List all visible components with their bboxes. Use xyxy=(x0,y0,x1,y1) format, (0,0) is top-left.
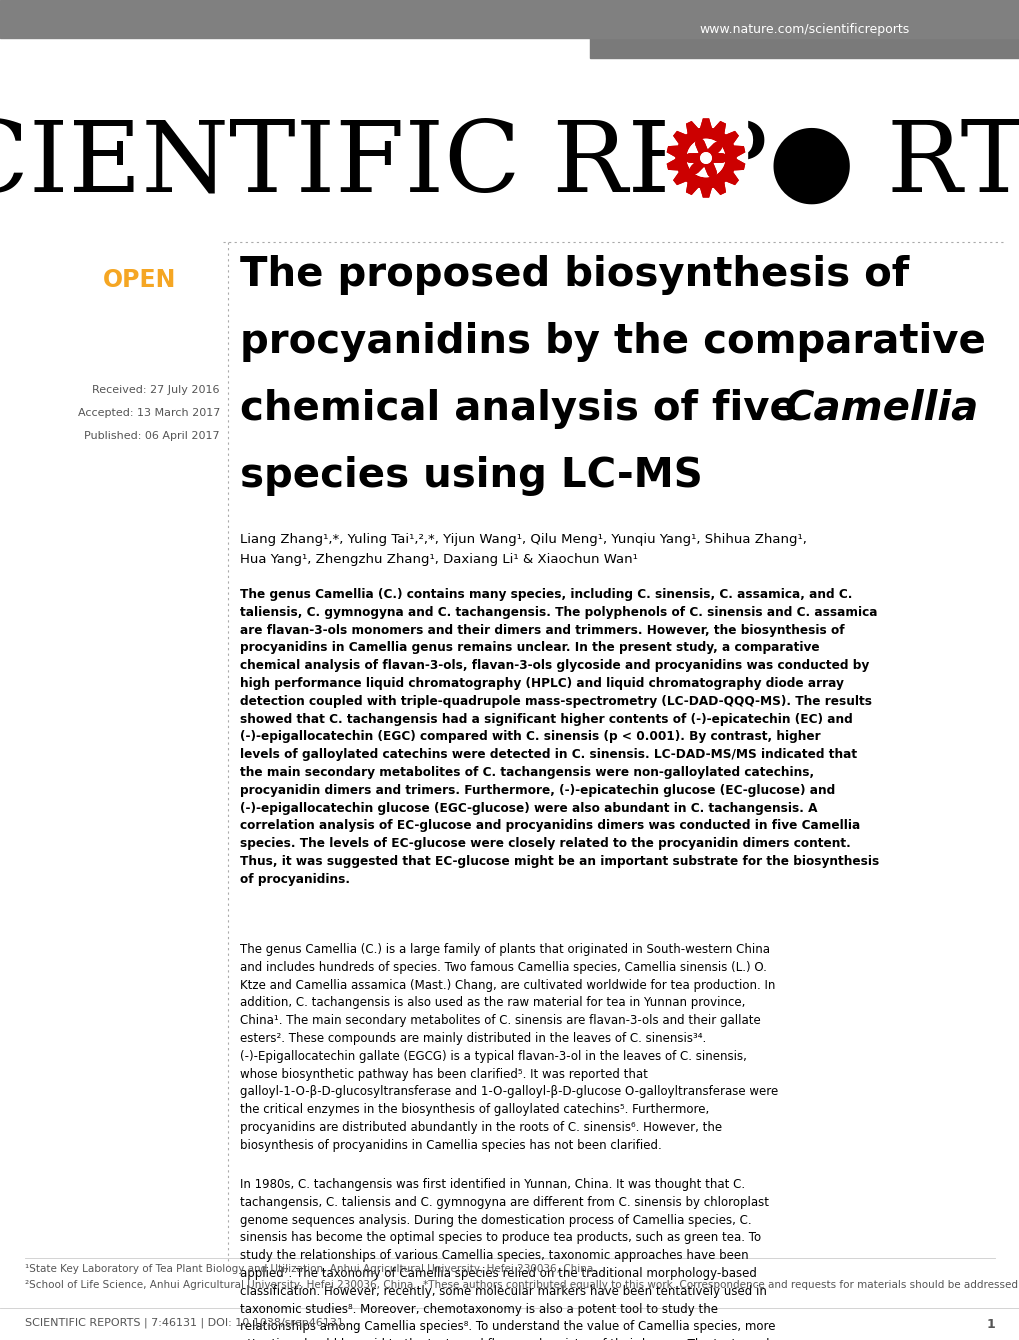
Circle shape xyxy=(700,153,710,163)
Bar xyxy=(0,0,1019,38)
Text: SCIENTIFIC REP● RTS: SCIENTIFIC REP● RTS xyxy=(0,117,1019,213)
Polygon shape xyxy=(687,139,723,177)
Text: Received: 27 July 2016: Received: 27 July 2016 xyxy=(93,385,220,395)
Text: Liang Zhang¹,*, Yuling Tai¹,²,*, Yijun Wang¹, Qilu Meng¹, Yunqiu Yang¹, Shihua Z: Liang Zhang¹,*, Yuling Tai¹,²,*, Yijun W… xyxy=(239,533,806,545)
Text: species using LC-MS: species using LC-MS xyxy=(239,456,702,496)
Text: SCIENTIFIC REPORTS | 7:46131 | DOI: 10.1038/srep46131: SCIENTIFIC REPORTS | 7:46131 | DOI: 10.1… xyxy=(25,1319,343,1328)
Text: Published: 06 April 2017: Published: 06 April 2017 xyxy=(85,431,220,441)
Text: In 1980s, C. tachangensis was first identified in Yunnan, China. It was thought : In 1980s, C. tachangensis was first iden… xyxy=(239,1178,780,1340)
Text: procyanidins by the comparative: procyanidins by the comparative xyxy=(239,322,985,362)
Text: Camellia: Camellia xyxy=(785,389,978,429)
Text: OPEN: OPEN xyxy=(103,268,176,292)
Text: www.nature.com/scientificreports: www.nature.com/scientificreports xyxy=(699,23,909,35)
Text: The genus Camellia (C.) contains many species, including C. sinensis, C. assamic: The genus Camellia (C.) contains many sp… xyxy=(239,588,878,886)
Bar xyxy=(589,0,1019,58)
Text: ¹State Key Laboratory of Tea Plant Biology and Utilization, Anhui Agricultural U: ¹State Key Laboratory of Tea Plant Biolo… xyxy=(25,1264,596,1274)
Polygon shape xyxy=(666,119,744,197)
Text: Accepted: 13 March 2017: Accepted: 13 March 2017 xyxy=(77,407,220,418)
Text: ²School of Life Science, Anhui Agricultural University, Hefei 230036, China.  *T: ²School of Life Science, Anhui Agricultu… xyxy=(25,1280,1019,1290)
Circle shape xyxy=(700,153,710,163)
Text: The proposed biosynthesis of: The proposed biosynthesis of xyxy=(239,255,908,295)
Text: Hua Yang¹, Zhengzhu Zhang¹, Daxiang Li¹ & Xiaochun Wan¹: Hua Yang¹, Zhengzhu Zhang¹, Daxiang Li¹ … xyxy=(239,553,637,565)
Bar xyxy=(664,115,746,214)
Text: 1: 1 xyxy=(985,1319,994,1331)
Polygon shape xyxy=(687,139,723,177)
Polygon shape xyxy=(666,119,744,197)
Text: The genus Camellia (C.) is a large family of plants that originated in South-wes: The genus Camellia (C.) is a large famil… xyxy=(239,943,777,1152)
Text: chemical analysis of five: chemical analysis of five xyxy=(239,389,810,429)
